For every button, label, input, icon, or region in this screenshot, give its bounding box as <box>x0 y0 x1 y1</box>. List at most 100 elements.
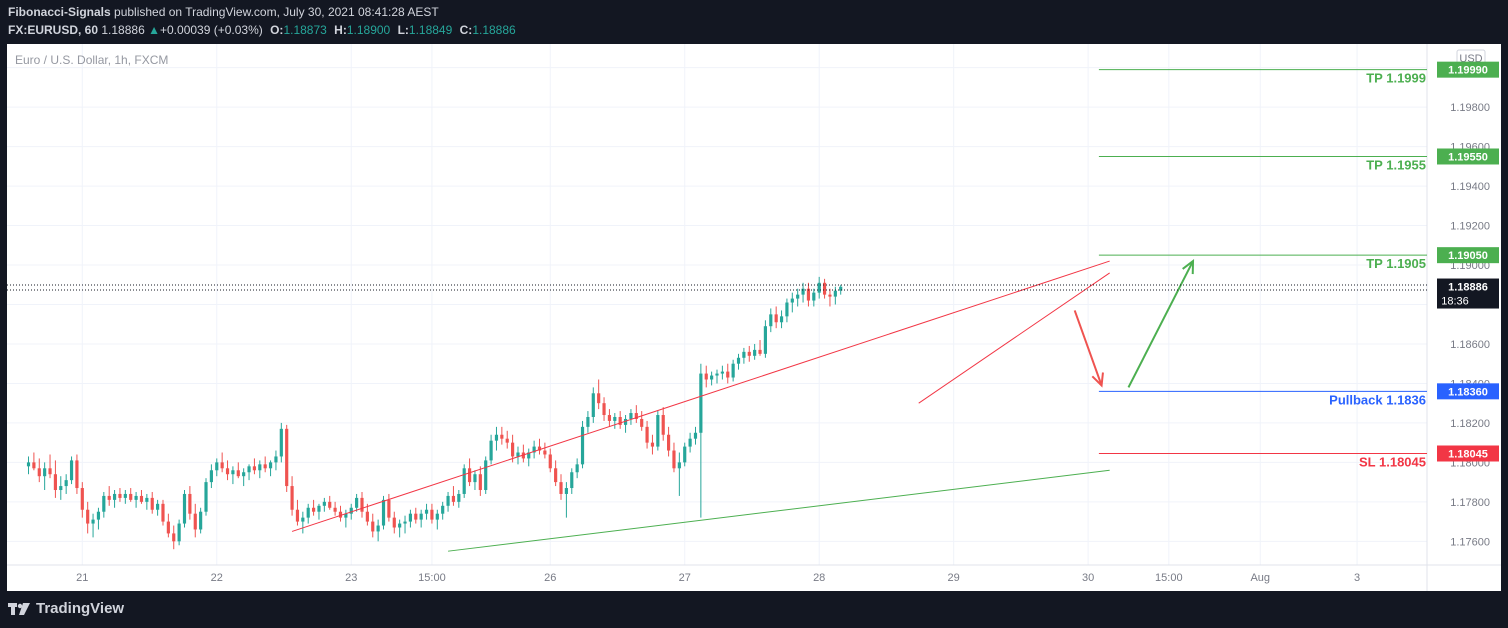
candle-body <box>96 511 101 520</box>
candle-body <box>37 468 41 477</box>
candle-body <box>231 470 235 475</box>
x-tick-label: 22 <box>211 572 223 584</box>
candle-body <box>107 495 111 500</box>
close-label: C: <box>459 23 473 37</box>
candle-body <box>166 521 170 534</box>
candle-body <box>161 503 165 522</box>
open-label: O: <box>270 23 284 37</box>
candle-body <box>602 403 606 416</box>
candle-body <box>333 507 337 512</box>
candle-body <box>801 288 805 295</box>
candle-body <box>747 351 751 356</box>
candle-body <box>26 462 31 467</box>
candle-body <box>156 503 160 510</box>
candle-body <box>424 509 429 514</box>
x-tick-label: 23 <box>345 572 357 584</box>
level-price-tag-text: 1.19550 <box>1448 151 1488 163</box>
x-tick-label: 27 <box>679 572 691 584</box>
candle-body <box>48 468 52 475</box>
candle-body <box>656 415 660 447</box>
candle-body <box>527 452 531 459</box>
candle-body <box>252 466 257 471</box>
arrow-head <box>1182 259 1195 275</box>
candle-body <box>295 509 300 522</box>
candle-body <box>548 454 552 469</box>
price-chart[interactable]: USD1.176001.178001.180001.182001.184001.… <box>7 44 1501 591</box>
level-price-tag <box>1437 61 1499 78</box>
candle-body <box>790 298 794 303</box>
publisher-name[interactable]: Fibonacci-Signals <box>8 5 111 19</box>
candle-body <box>371 521 375 532</box>
candle-body <box>839 286 843 291</box>
candle-body <box>414 513 418 520</box>
candle-body <box>736 357 741 364</box>
ohlc-legend: FX:EURUSD, 60 1.18886 ▲+0.00039 (+0.03%)… <box>8 23 516 37</box>
y-tick-label: 1.17800 <box>1450 497 1490 509</box>
candle-body <box>139 495 144 502</box>
chart-area[interactable]: USD1.176001.178001.180001.182001.184001.… <box>7 44 1501 591</box>
candle-body <box>199 511 203 530</box>
candle-body <box>753 349 757 356</box>
candle-body <box>661 415 665 435</box>
candle-body <box>618 416 622 425</box>
level-price-tag <box>1437 445 1499 462</box>
level-price-tag-text: 1.19990 <box>1448 65 1488 77</box>
candle-body <box>360 497 364 512</box>
candle-body <box>177 523 181 542</box>
candle-body <box>145 497 149 502</box>
candle-body <box>726 371 730 378</box>
x-tick-label: 30 <box>1082 572 1094 584</box>
candle-body <box>742 351 746 358</box>
candle-body <box>381 499 386 526</box>
candle-body <box>731 363 735 378</box>
candle-body <box>134 495 138 500</box>
candle-body <box>32 462 36 469</box>
current-price-value: 1.18886 <box>1448 282 1488 294</box>
candle-body <box>408 513 412 522</box>
candle-body <box>629 413 633 419</box>
candle-body <box>43 468 47 477</box>
candle-body <box>430 509 434 520</box>
candle-body <box>543 450 547 455</box>
rising-wedge-line <box>918 272 1110 404</box>
candle-body <box>150 497 154 510</box>
x-tick-label: Aug <box>1250 572 1270 584</box>
candle-body <box>172 533 176 542</box>
chart-header: Fibonacci-Signals published on TradingVi… <box>0 0 1508 44</box>
y-tick-label: 1.19400 <box>1450 181 1490 193</box>
candle-body <box>667 434 671 451</box>
x-tick-label: 28 <box>813 572 825 584</box>
candle-body <box>306 507 310 518</box>
candle-body <box>688 438 692 447</box>
tradingview-logo[interactable]: TradingView <box>8 600 124 617</box>
published-text: published on TradingView.com, July 30, 2… <box>114 5 439 19</box>
candle-body <box>290 486 294 510</box>
candle-body <box>710 375 714 380</box>
candle-body <box>769 314 773 327</box>
candle-body <box>441 505 445 514</box>
candle-body <box>457 493 461 502</box>
candle-body <box>597 393 601 404</box>
candle-body <box>473 474 477 483</box>
publish-info: Fibonacci-Signals published on TradingVi… <box>8 5 439 19</box>
bar-countdown: 18:36 <box>1441 296 1469 308</box>
candle-body <box>817 282 821 293</box>
candle-body <box>263 464 267 469</box>
candle-body <box>188 493 192 514</box>
candle-body <box>607 415 612 421</box>
symbol-label[interactable]: FX:EURUSD, 60 <box>8 23 99 37</box>
candle-body <box>613 416 617 421</box>
candle-body <box>69 460 74 481</box>
candle-body <box>86 509 90 524</box>
candle-body <box>365 511 369 522</box>
candle-body <box>301 517 305 522</box>
bullish-arrow <box>1127 260 1194 388</box>
candle-body <box>403 521 407 524</box>
candle-body <box>349 507 353 514</box>
candle-body <box>193 513 197 530</box>
x-tick-label: 3 <box>1354 572 1360 584</box>
candle-body <box>392 517 396 528</box>
level-label: Pullback 1.1836 <box>1329 392 1426 407</box>
level-label: TP 1.1905 <box>1366 256 1426 271</box>
candle-body <box>575 464 579 473</box>
